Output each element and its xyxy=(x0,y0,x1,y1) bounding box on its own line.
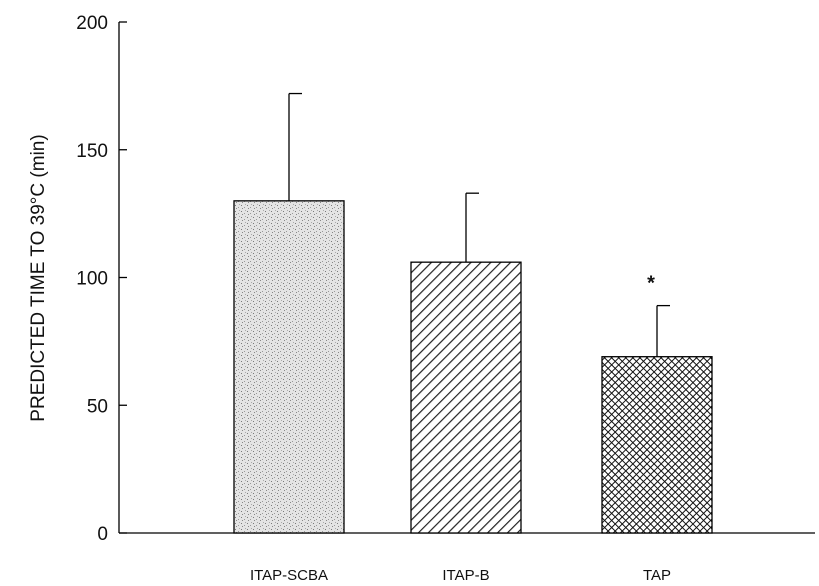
bar-tap xyxy=(601,356,713,534)
bar-itap-b xyxy=(410,261,522,534)
y-axis: 0 50 100 150 200 xyxy=(76,13,127,545)
category-labels: ITAP-SCBA ITAP-B TAP xyxy=(250,567,671,584)
significance-marker: * xyxy=(647,273,655,295)
y-tick-label: 50 xyxy=(87,396,108,417)
x-category-label: TAP xyxy=(643,567,671,584)
y-tick-label: 0 xyxy=(97,524,108,545)
y-tick-label: 200 xyxy=(76,13,108,34)
x-category-label: ITAP-SCBA xyxy=(250,567,328,584)
bars xyxy=(233,200,713,534)
annotations: * xyxy=(647,273,655,295)
y-tick-label: 150 xyxy=(76,141,108,162)
y-tick-label: 100 xyxy=(76,269,108,290)
bar-itap-scba xyxy=(233,200,345,534)
y-axis-title: PREDICTED TIME TO 39°C (min) xyxy=(28,134,49,421)
error-bars xyxy=(288,92,670,357)
x-category-label: ITAP-B xyxy=(442,567,489,584)
